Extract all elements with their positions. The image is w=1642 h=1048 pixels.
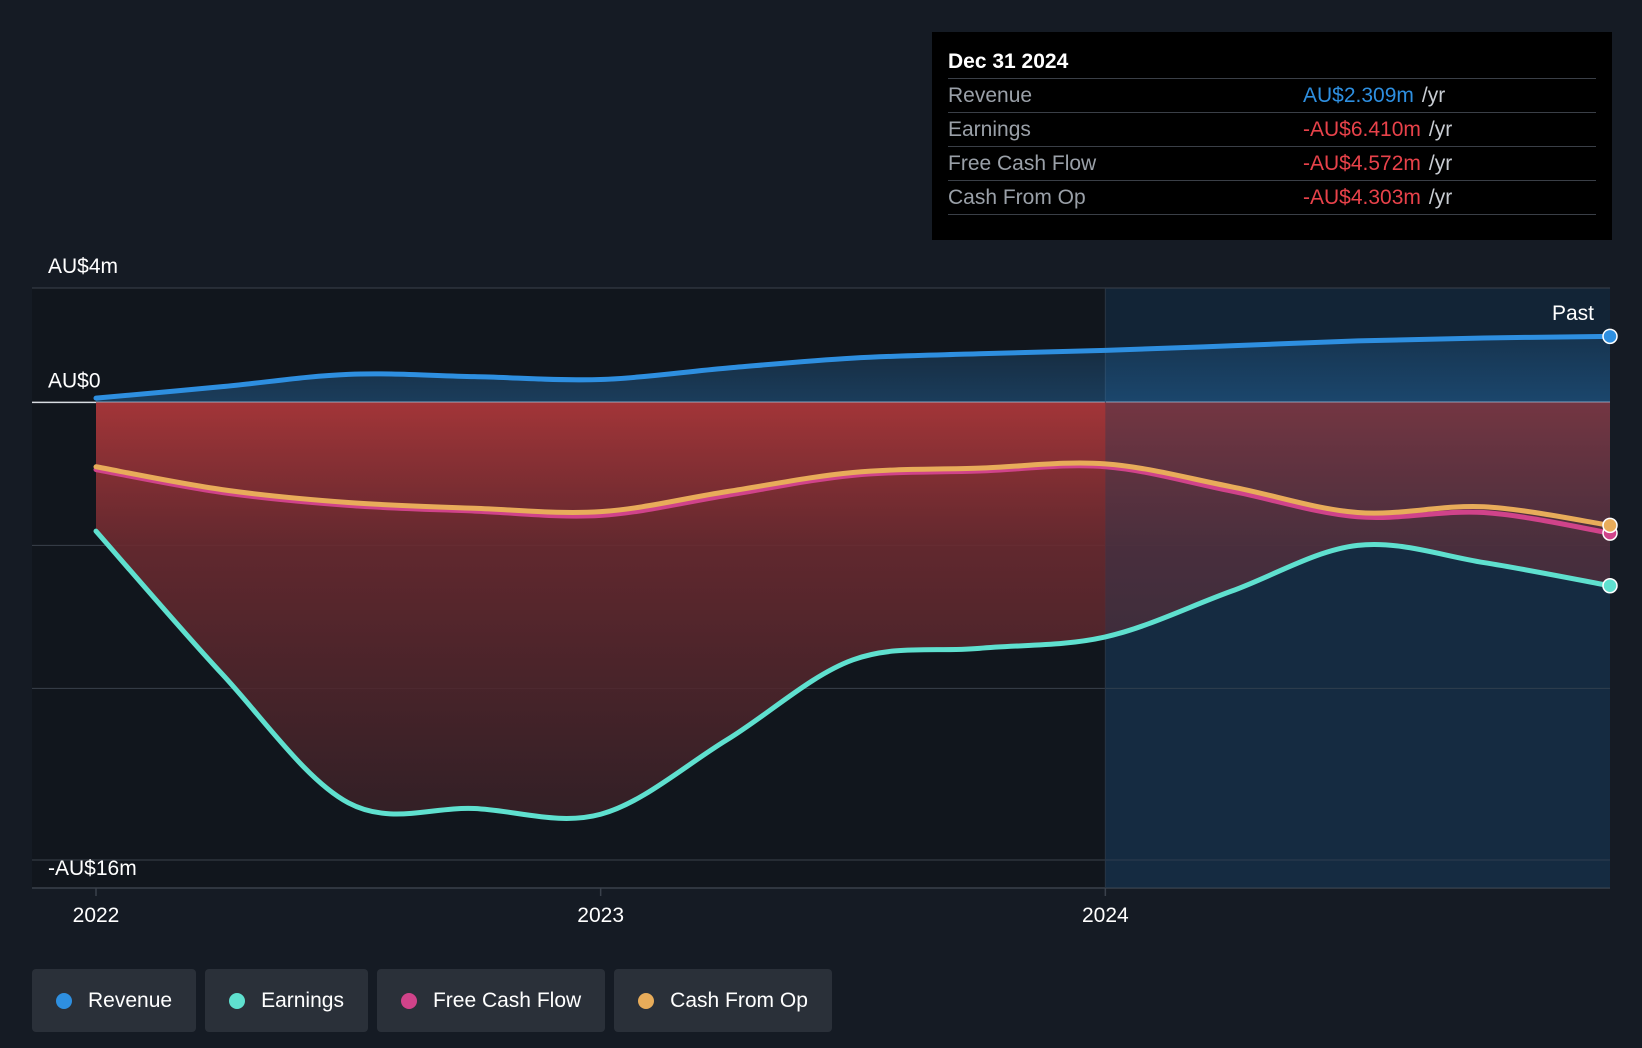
legend-label: Free Cash Flow	[432, 988, 582, 1012]
revenue-line	[93, 333, 1613, 401]
tooltip-label: Earnings	[948, 118, 1031, 141]
x-tick-label: 2023	[577, 904, 624, 927]
tooltip-row-free-cash-flow: Free Cash Flow -AU$4.572m /yr	[948, 146, 1596, 180]
tooltip-label: Cash From Op	[948, 186, 1086, 209]
tooltip-value: AU$2.309m	[1303, 84, 1414, 107]
y-tick-label: -AU$16m	[48, 857, 137, 880]
tooltip-unit: /yr	[1421, 84, 1446, 107]
tooltip-unit: /yr	[1428, 152, 1453, 175]
tooltip-value: -AU$4.572m	[1303, 152, 1421, 175]
legend: Revenue Earnings Free Cash Flow Cash Fro…	[32, 969, 832, 1032]
revenue-endpoint	[1602, 328, 1618, 345]
x-tick-label: 2024	[1082, 904, 1129, 927]
y-tick-label: AU$4m	[48, 255, 118, 278]
tooltip-unit: /yr	[1428, 186, 1453, 209]
tooltip-date: Dec 31 2024	[948, 50, 1069, 73]
series-lines	[93, 333, 1613, 821]
tooltip-value: -AU$6.410m	[1303, 118, 1421, 141]
tooltip: Dec 31 2024 Revenue AU$2.309m /yr Earnin…	[932, 32, 1612, 240]
earnings-endpoint	[1602, 577, 1618, 594]
cash-from-op-endpoint	[1602, 517, 1618, 534]
free-cash-flow-dot-icon	[400, 992, 417, 1009]
tooltip-label: Free Cash Flow	[948, 152, 1097, 175]
past-label: Past	[1552, 302, 1594, 325]
tooltip-row-earnings: Earnings -AU$6.410m /yr	[948, 112, 1596, 146]
legend-item-revenue[interactable]: Revenue	[32, 969, 197, 1032]
axis-labels: AU$4m AU$0 -AU$16m 2022 2023 2024	[48, 255, 1129, 927]
cash-from-op-line	[93, 460, 1613, 528]
tooltip-row-cash-from-op: Cash From Op -AU$4.303m /yr	[948, 180, 1596, 215]
earnings-dot-icon	[229, 992, 246, 1009]
cash-from-op-dot-icon	[638, 992, 655, 1009]
y-tick-label: AU$0	[48, 369, 101, 392]
legend-label: Earnings	[261, 988, 344, 1012]
tooltip-value: -AU$4.303m	[1303, 186, 1421, 209]
legend-label: Revenue	[88, 988, 173, 1012]
legend-item-earnings[interactable]: Earnings	[205, 969, 368, 1032]
tooltip-row-revenue: Revenue AU$2.309m /yr	[948, 78, 1596, 112]
legend-item-cash-from-op[interactable]: Cash From Op	[614, 969, 832, 1032]
series-endpoints	[1602, 328, 1618, 594]
revenue-area	[96, 336, 1610, 403]
tooltip-unit: /yr	[1428, 118, 1453, 141]
revenue-dot-icon	[56, 992, 72, 1009]
free-cash-flow-line	[93, 463, 1613, 536]
legend-label: Cash From Op	[670, 988, 808, 1012]
tooltip-label: Revenue	[948, 84, 1033, 107]
earnings-line	[93, 528, 1613, 821]
x-tick-label: 2022	[73, 904, 120, 927]
legend-item-free-cash-flow[interactable]: Free Cash Flow	[376, 969, 606, 1032]
